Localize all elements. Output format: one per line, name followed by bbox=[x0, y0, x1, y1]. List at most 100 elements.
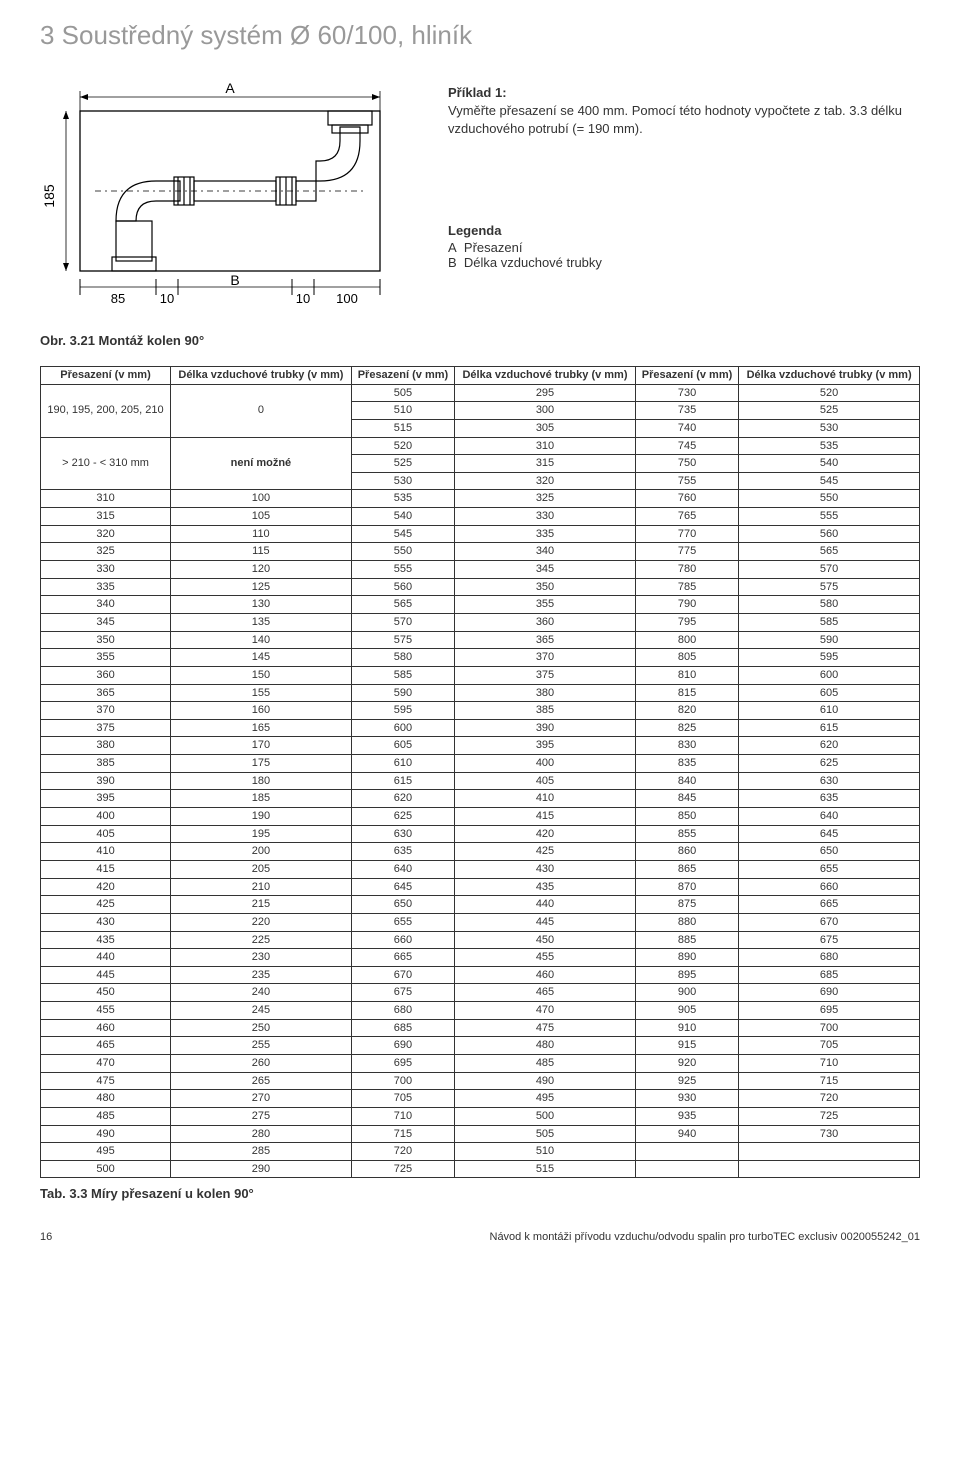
table-cell: 275 bbox=[171, 1107, 352, 1125]
table-cell: 325 bbox=[455, 490, 636, 508]
table-cell: 395 bbox=[41, 790, 171, 808]
table-cell: 505 bbox=[351, 384, 454, 402]
table-cell: 850 bbox=[635, 808, 738, 826]
table-cell: 140 bbox=[171, 631, 352, 649]
table-cell: 465 bbox=[455, 984, 636, 1002]
table-cell: 420 bbox=[455, 825, 636, 843]
table-cell: 545 bbox=[351, 525, 454, 543]
table-cell: 715 bbox=[351, 1125, 454, 1143]
table-cell: 170 bbox=[171, 737, 352, 755]
table-cell: 570 bbox=[351, 613, 454, 631]
table-cell: 130 bbox=[171, 596, 352, 614]
table-cell: 185 bbox=[171, 790, 352, 808]
table-cell: 465 bbox=[41, 1037, 171, 1055]
table-cell: 770 bbox=[635, 525, 738, 543]
table-cell: 280 bbox=[171, 1125, 352, 1143]
col-header: Délka vzduchové trubky (v mm) bbox=[739, 367, 920, 385]
table-cell: 585 bbox=[351, 666, 454, 684]
table-cell: 285 bbox=[171, 1143, 352, 1161]
table-cell bbox=[739, 1160, 920, 1178]
table-cell: 500 bbox=[455, 1107, 636, 1125]
table-cell: 695 bbox=[739, 1002, 920, 1020]
table-cell: 800 bbox=[635, 631, 738, 649]
table-cell: 460 bbox=[41, 1019, 171, 1037]
table-cell: 715 bbox=[739, 1072, 920, 1090]
table-cell: 520 bbox=[351, 437, 454, 455]
table-cell: 335 bbox=[455, 525, 636, 543]
table-cell: 815 bbox=[635, 684, 738, 702]
table-cell: 660 bbox=[351, 931, 454, 949]
table-cell: 660 bbox=[739, 878, 920, 896]
table-cell: 355 bbox=[41, 649, 171, 667]
col-header: Přesazení (v mm) bbox=[41, 367, 171, 385]
svg-text:A: A bbox=[225, 81, 235, 96]
table-cell: 695 bbox=[351, 1054, 454, 1072]
table-cell: 480 bbox=[455, 1037, 636, 1055]
table-cell: 430 bbox=[455, 860, 636, 878]
example-text: Vyměřte přesazení se 400 mm. Pomocí této… bbox=[448, 102, 920, 137]
table-cell: 200 bbox=[171, 843, 352, 861]
table-cell: 580 bbox=[351, 649, 454, 667]
table-cell: 390 bbox=[41, 772, 171, 790]
table-cell: 555 bbox=[739, 508, 920, 526]
table-cell: 700 bbox=[351, 1072, 454, 1090]
table-cell: 645 bbox=[739, 825, 920, 843]
table-cell: 510 bbox=[455, 1143, 636, 1161]
table-cell: 645 bbox=[351, 878, 454, 896]
table-cell: 215 bbox=[171, 896, 352, 914]
table-cell: 515 bbox=[455, 1160, 636, 1178]
table-cell: 345 bbox=[455, 561, 636, 579]
table-cell: 340 bbox=[41, 596, 171, 614]
table-cell: 420 bbox=[41, 878, 171, 896]
table-cell bbox=[739, 1143, 920, 1161]
table-cell: 780 bbox=[635, 561, 738, 579]
table-cell: 675 bbox=[739, 931, 920, 949]
table-cell: 210 bbox=[171, 878, 352, 896]
table-cell: 530 bbox=[351, 472, 454, 490]
table-cell: 725 bbox=[351, 1160, 454, 1178]
table-cell: 740 bbox=[635, 419, 738, 437]
table-cell: 355 bbox=[455, 596, 636, 614]
table-cell: 605 bbox=[739, 684, 920, 702]
table-cell: 560 bbox=[351, 578, 454, 596]
table-cell: 730 bbox=[635, 384, 738, 402]
table-cell: 520 bbox=[739, 384, 920, 402]
table-cell: 590 bbox=[739, 631, 920, 649]
table-cell: 610 bbox=[739, 702, 920, 720]
table-cell: 190, 195, 200, 205, 210 bbox=[41, 384, 171, 437]
table-cell: 525 bbox=[739, 402, 920, 420]
table-cell: 450 bbox=[455, 931, 636, 949]
svg-text:10: 10 bbox=[296, 291, 310, 306]
table-cell: 410 bbox=[41, 843, 171, 861]
table-cell: 230 bbox=[171, 949, 352, 967]
table-cell: 455 bbox=[455, 949, 636, 967]
footer-text: Návod k montáži přívodu vzduchu/odvodu s… bbox=[490, 1231, 921, 1243]
table-cell: 310 bbox=[455, 437, 636, 455]
table-cell: 655 bbox=[739, 860, 920, 878]
table-cell: 720 bbox=[351, 1143, 454, 1161]
table-cell: 590 bbox=[351, 684, 454, 702]
table-cell: 270 bbox=[171, 1090, 352, 1108]
table-cell: 495 bbox=[41, 1143, 171, 1161]
figure-caption: Obr. 3.21 Montáž kolen 90° bbox=[40, 333, 920, 348]
table-cell: 665 bbox=[739, 896, 920, 914]
example-block: Příklad 1: Vyměřte přesazení se 400 mm. … bbox=[448, 81, 920, 270]
table-cell: 510 bbox=[351, 402, 454, 420]
table-cell: 900 bbox=[635, 984, 738, 1002]
table-cell: 435 bbox=[455, 878, 636, 896]
table-cell: 480 bbox=[41, 1090, 171, 1108]
section-title: 3 Soustředný systém Ø 60/100, hliník bbox=[40, 20, 920, 51]
table-cell: 225 bbox=[171, 931, 352, 949]
page-number: 16 bbox=[40, 1231, 52, 1243]
table-cell: 415 bbox=[41, 860, 171, 878]
table-cell: 655 bbox=[351, 913, 454, 931]
table-cell: 320 bbox=[455, 472, 636, 490]
table-cell: 745 bbox=[635, 437, 738, 455]
table-cell: 600 bbox=[739, 666, 920, 684]
table-cell bbox=[635, 1143, 738, 1161]
table-cell: 540 bbox=[351, 508, 454, 526]
table-cell: 840 bbox=[635, 772, 738, 790]
table-cell: 425 bbox=[455, 843, 636, 861]
table-cell: 650 bbox=[739, 843, 920, 861]
table-cell: 385 bbox=[455, 702, 636, 720]
